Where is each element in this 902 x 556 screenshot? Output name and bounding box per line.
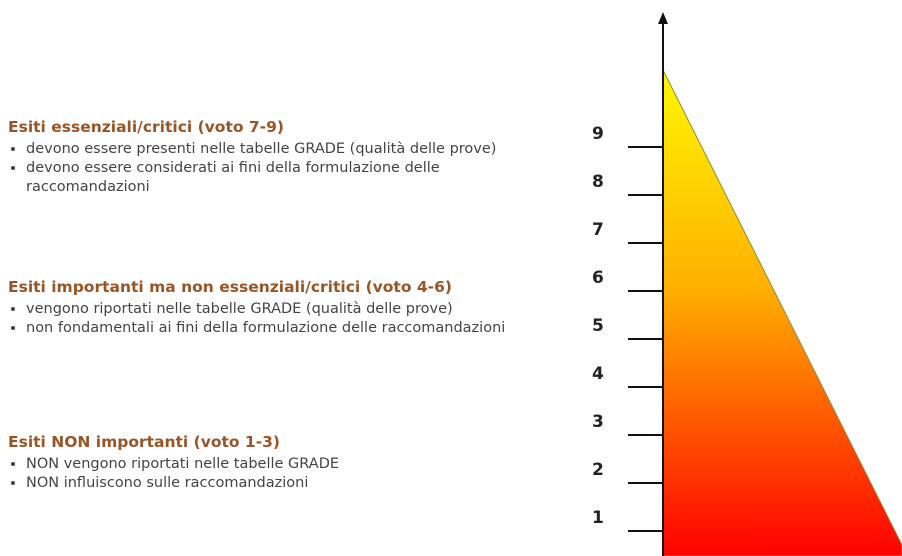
bullet-item: non fondamentali ai fini della formulazi…: [26, 319, 528, 338]
scale-label: 8: [592, 172, 604, 192]
bullet-item: NON vengono riportati nelle tabelle GRAD…: [26, 455, 528, 474]
section-title: Esiti NON importanti (voto 1-3): [8, 433, 281, 451]
importance-triangle: [662, 69, 902, 556]
bullet-list: NON vengono riportati nelle tabelle GRAD…: [8, 455, 528, 493]
bullet-item: NON influiscono sulle raccomandazioni: [26, 474, 528, 493]
section-title: Esiti essenziali/critici (voto 7-9): [8, 118, 284, 136]
section: Esiti importanti ma non essenziali/criti…: [8, 278, 528, 338]
bullet-item: vengono riportati nelle tabelle GRADE (q…: [26, 300, 528, 319]
scale-label: 9: [592, 124, 604, 144]
section-title: Esiti importanti ma non essenziali/criti…: [8, 278, 452, 296]
scale-label: 1: [592, 508, 604, 528]
bullet-item: devono essere considerati ai fini della …: [26, 159, 528, 197]
section: Esiti essenziali/critici (voto 7-9) devon…: [8, 118, 528, 197]
scale-label: 4: [592, 364, 604, 384]
bullet-list: vengono riportati nelle tabelle GRADE (q…: [8, 300, 528, 338]
bullet-item: devono essere presenti nelle tabelle GRA…: [26, 140, 528, 159]
scale-label: 5: [592, 316, 604, 336]
scale-label: 2: [592, 460, 604, 480]
scale-label: 6: [592, 268, 604, 288]
axis-arrow: [658, 12, 668, 24]
scale-label: 3: [592, 412, 604, 432]
section: Esiti NON importanti (voto 1-3) NON vengo…: [8, 433, 528, 493]
bullet-list: devono essere presenti nelle tabelle GRA…: [8, 140, 528, 197]
scale-label: 7: [592, 220, 604, 240]
